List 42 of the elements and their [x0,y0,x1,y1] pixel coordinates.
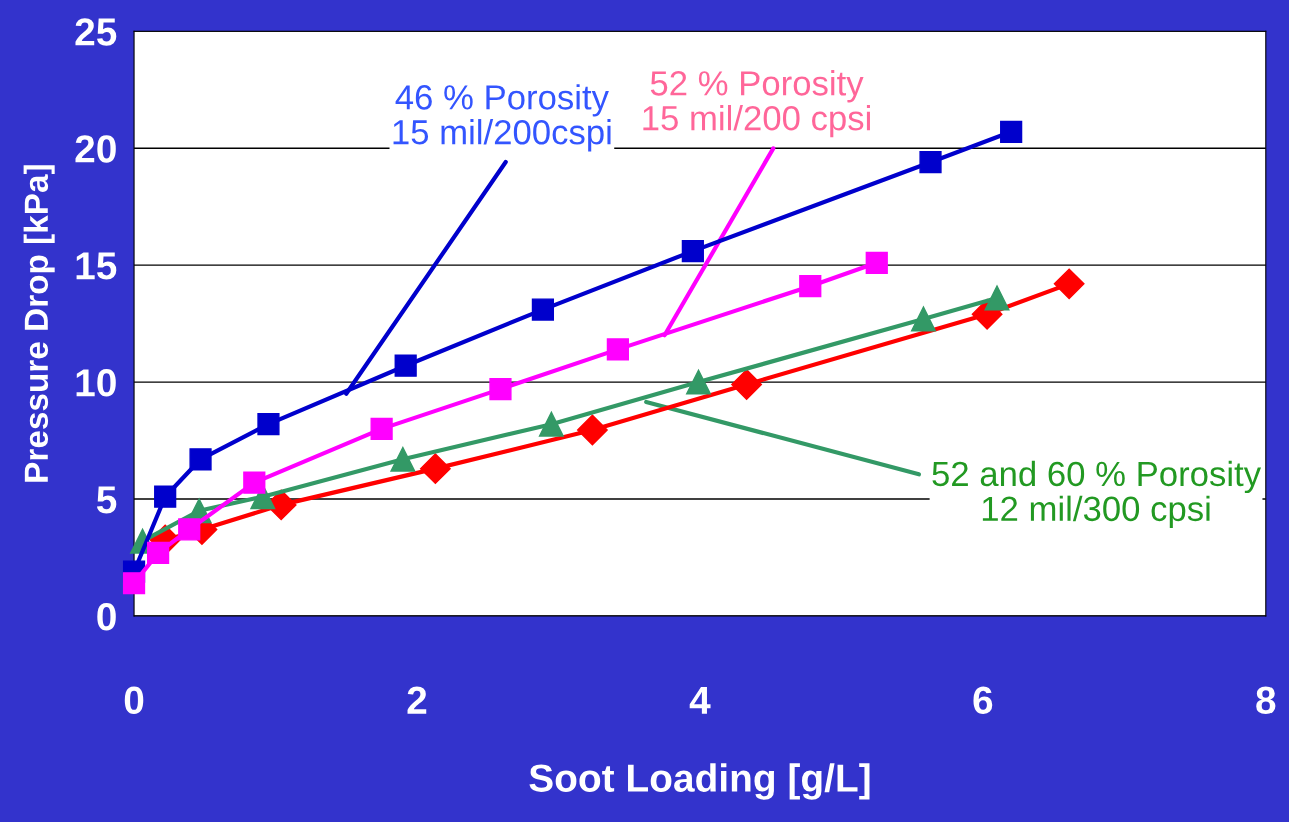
point [1000,120,1023,143]
y-axis-title: Pressure Drop [kPa] [23,165,55,482]
annotation: 52 and 60 % Porosity 12 mil/300 cpsi [932,460,1262,528]
point [606,338,629,361]
annotation: 46 % Porosity 15 mil/200cspi [393,84,611,152]
point [390,446,416,472]
point [189,448,212,471]
y-tick-label: 0 [97,602,116,631]
point [489,378,512,401]
point [419,453,451,485]
point [122,572,146,595]
point [681,239,704,263]
x-tick-label: 4 [689,686,711,714]
point [154,485,177,508]
point [243,471,266,494]
point [531,298,555,321]
point [257,413,280,436]
x-tick-label: 6 [973,686,993,715]
point [686,369,712,395]
y-tick-label: 15 [76,252,117,280]
x-tick-label: 2 [407,686,427,714]
y-tick-label: 20 [75,135,116,163]
y-tick-label: 10 [76,369,116,397]
y-tick-label: 25 [75,18,117,46]
point [1053,268,1085,300]
point [984,285,1010,311]
x-tick-label: 0 [124,686,144,715]
x-axis-title: Soot Loading [g/L] [529,763,870,800]
annotation: 52 % Porosity 15 mil/200 cpsi [643,70,870,138]
y-tick-label: 5 [96,486,117,514]
point [178,518,201,541]
point [394,354,417,377]
point [865,251,888,274]
x-tick-label: 8 [1256,686,1276,715]
point [910,306,936,332]
point [146,541,170,564]
point [799,275,822,298]
point [919,151,942,174]
point [731,369,763,400]
point [538,411,564,437]
point [370,417,393,440]
point [576,414,608,446]
